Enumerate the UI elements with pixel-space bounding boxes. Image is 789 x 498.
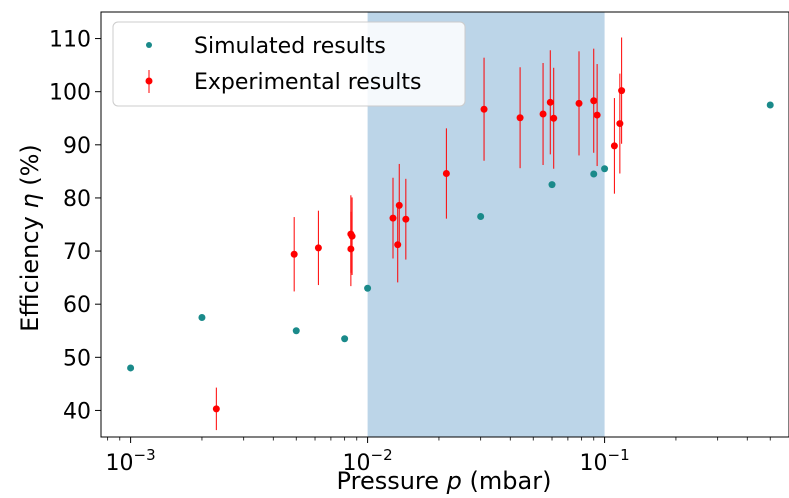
legend: Simulated results Experimental results [112, 21, 466, 107]
simulated-point [341, 335, 349, 343]
y-tick-label: 50 [63, 346, 91, 371]
simulated-point [548, 181, 556, 189]
y-tick-label: 60 [63, 293, 91, 318]
simulated-point [477, 213, 485, 221]
simulated-point [198, 313, 206, 321]
legend-simulated-label: Simulated results [194, 34, 386, 59]
experimental-point [590, 97, 598, 105]
experimental-point [618, 87, 626, 95]
legend-simulated-dot [146, 42, 152, 48]
experimental-point [516, 114, 524, 122]
x-tick-label: 10−1 [580, 446, 630, 476]
y-tick-label: 110 [49, 28, 91, 53]
experimental-point [402, 215, 410, 223]
x-axis-ticks: 10−3 10−2 10−1 [106, 437, 771, 476]
experimental-point [575, 99, 583, 107]
y-axis-label: Efficiency η (%) [16, 144, 44, 332]
y-axis-ticks: 40 50 60 70 80 90 100 110 [49, 28, 101, 424]
experimental-point [314, 244, 322, 252]
legend-experimental-dot [145, 77, 153, 85]
simulated-point [364, 284, 372, 292]
simulated-point [766, 101, 774, 109]
experimental-point [539, 110, 547, 118]
plot-frame [100, 11, 789, 438]
x-axis-label: Pressure p (mbar) [337, 467, 552, 495]
y-tick-label: 70 [63, 240, 91, 265]
plot-border [100, 11, 789, 438]
experimental-point [610, 142, 618, 150]
experimental-point [550, 114, 558, 122]
x-tick-label: 10−2 [343, 446, 393, 476]
legend-experimental-label: Experimental results [194, 70, 421, 95]
experimental-point [480, 105, 488, 113]
experimental-point [593, 111, 601, 119]
simulated-point [127, 364, 135, 372]
experimental-point [616, 120, 624, 128]
experimental-series [212, 37, 626, 431]
y-tick-label: 80 [63, 187, 91, 212]
simulated-point [590, 170, 598, 178]
experimental-point [348, 232, 356, 240]
legend-experimental-marker [145, 70, 153, 93]
experimental-point [442, 170, 450, 177]
y-tick-label: 40 [63, 399, 91, 424]
experimental-point [546, 98, 554, 106]
y-tick-label: 90 [63, 134, 91, 159]
experimental-point [394, 241, 402, 249]
simulated-point [292, 327, 300, 335]
simulated-point [601, 165, 609, 173]
simulated-series [127, 101, 774, 372]
experimental-point [389, 214, 397, 222]
experimental-point [290, 250, 298, 258]
y-tick-label: 100 [49, 81, 91, 106]
x-tick-label: 10−3 [106, 446, 156, 476]
experimental-point [212, 405, 220, 413]
experimental-point [395, 201, 403, 209]
legend-simulated-marker [146, 42, 152, 48]
legend-box [112, 21, 466, 107]
